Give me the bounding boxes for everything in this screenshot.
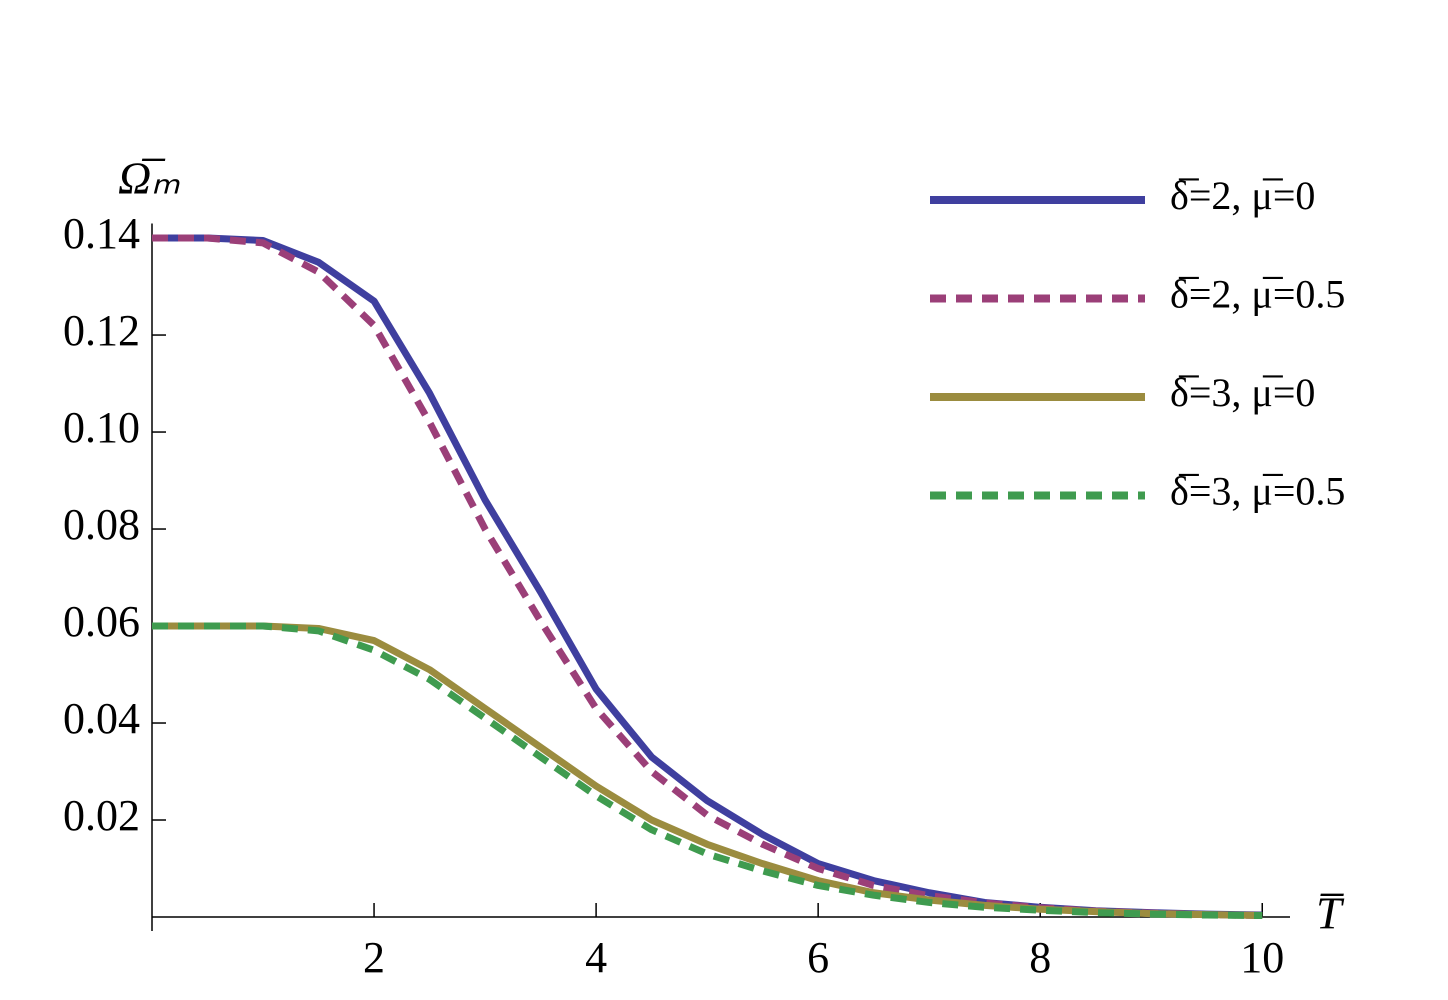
y-tick-label: 0.06 (63, 597, 140, 646)
legend-label: δ̅=3, μ̅=0.5 (1170, 469, 1345, 514)
y-axis-label: Ω̅ₘ (118, 153, 180, 204)
x-tick-label: 4 (585, 933, 607, 982)
x-axis-label: T̅ (1316, 888, 1345, 939)
y-tick-label: 0.08 (63, 500, 140, 549)
x-tick-label: 10 (1240, 933, 1284, 982)
legend-label: δ̅=2, μ̅=0 (1170, 173, 1315, 218)
x-tick-label: 2 (363, 933, 385, 982)
y-tick-label: 0.04 (63, 694, 140, 743)
series-line (152, 234, 1263, 920)
series-line (152, 622, 1263, 920)
y-tick-label: 0.02 (63, 791, 140, 840)
x-tick-label: 6 (807, 933, 829, 982)
series-line (152, 622, 1263, 920)
y-tick-label: 0.10 (63, 403, 140, 452)
x-tick-label: 8 (1029, 933, 1051, 982)
legend-label: δ̅=3, μ̅=0 (1170, 370, 1315, 415)
y-tick-label: 0.12 (63, 306, 140, 355)
y-tick-label: 0.14 (63, 209, 140, 258)
legend-label: δ̅=2, μ̅=0.5 (1170, 272, 1345, 317)
